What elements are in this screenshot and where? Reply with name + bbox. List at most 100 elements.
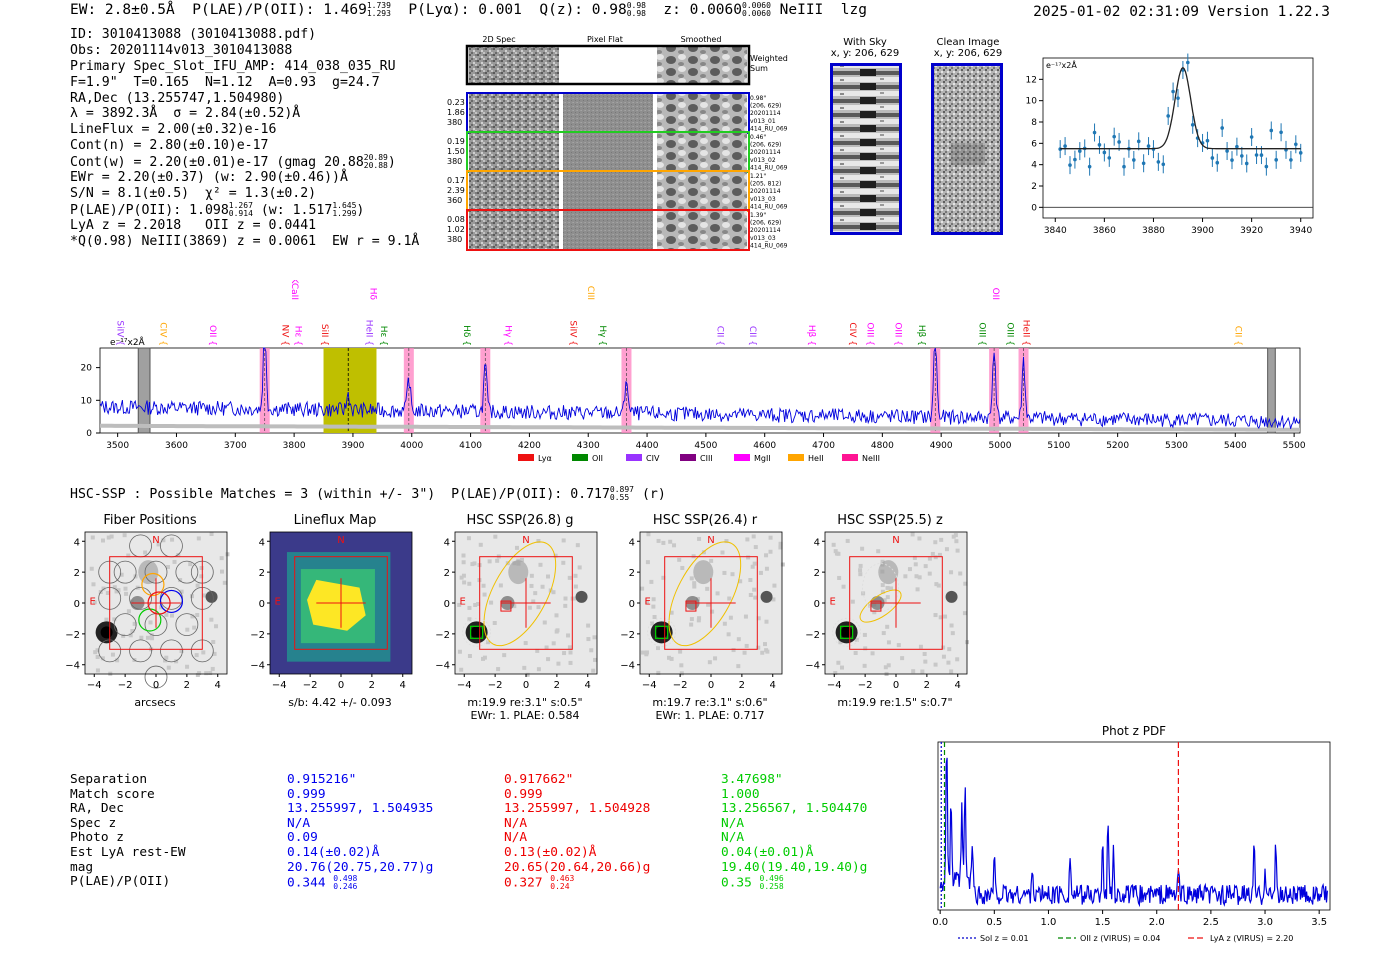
thumbnail-noise: [172, 559, 177, 564]
thumbnail-noise: [90, 535, 95, 540]
clean-image-xy: x, y: 206, 629: [933, 48, 1003, 59]
cutout-right-label: 1.39": [750, 212, 766, 219]
cutout-gap: [559, 133, 563, 171]
info-fwhm: F=1.9" T=0.165 N=1.12 A=0.93 g=24.7: [70, 74, 380, 90]
fiber-circle: [113, 560, 137, 584]
thumbnail-noise: [727, 596, 732, 601]
thumbnail-noise: [199, 574, 204, 579]
thumbnail-noise: [212, 651, 217, 656]
thumbnail-noise: [568, 650, 573, 655]
photz-x-tick-label: 3.5: [1311, 917, 1327, 928]
thumbnail-noise: [923, 659, 928, 664]
spec-x-tick-label: 5400: [1224, 441, 1247, 451]
zoom-y-tick-label: 8: [1031, 118, 1037, 128]
match-lo: 0.55: [609, 493, 630, 502]
thumbnail-caption: m:19.9 re:3.1" s:0.5": [467, 696, 583, 709]
thumbnail-noise: [586, 637, 591, 642]
thumbnail-noise: [467, 605, 472, 610]
thumbnail-noise: [498, 583, 503, 588]
thumbnail-noise: [169, 613, 174, 618]
header-user: lzg: [840, 2, 867, 18]
info-ewr: EWr = 2.20(±0.37) (w: 2.90(±0.46))Å: [70, 170, 348, 186]
zoom-y-tick-label: 12: [1026, 75, 1037, 85]
thumbnail-noise: [593, 657, 598, 662]
thumbnail-noise: [164, 655, 169, 660]
label-radec: RA, Dec: [70, 801, 124, 817]
thumbnail-noise: [563, 596, 568, 601]
thumbnail-noise: [949, 623, 954, 628]
thumb-y-tick-label: 4: [629, 537, 635, 548]
thumbnail-noise: [860, 546, 865, 551]
lineflux-peak: [307, 579, 366, 631]
thumbnail-svg: N E −4 −2 0 2 4 4 2 0 −2 −4: [65, 531, 230, 691]
spec-flux-line: [99, 347, 1301, 430]
thumbnail-noise: [139, 635, 144, 640]
photz-legend-label: OII z (VIRUS) = 0.04: [1080, 934, 1160, 943]
thumbnail-noise: [470, 562, 475, 567]
zoom-data-point: [1146, 144, 1151, 148]
zoom-data-point: [1294, 142, 1298, 147]
thumbnail-caption-2: EWr: 1. PLAE: 0.584: [470, 709, 580, 722]
thumbnail-noise: [744, 643, 749, 648]
header-q-lo: 0.98: [626, 9, 646, 18]
thumbnail-noise: [752, 561, 757, 566]
thumbnail-noise: [199, 566, 204, 571]
zoom-data-point: [1176, 96, 1180, 100]
thumbnail-noise: [561, 538, 566, 543]
match3-plae-hi: 0.496: [759, 874, 784, 884]
zoom-x-tick-label: 3860: [1093, 226, 1116, 235]
cutout-right-label: (206, 629): [750, 142, 781, 149]
spec-emission-label: NV {: [279, 325, 289, 346]
thumbnail-noise: [195, 583, 200, 588]
thumbnail-noise: [525, 672, 530, 677]
thumbnail-noise: [101, 538, 106, 543]
thumbnail-2: Lineflux Map N E −4 −2 0 2 4 4 2 0 −2 −4 s/b: 4.42 +/…: [250, 510, 420, 720]
thumb-y-tick-label: −4: [65, 661, 80, 672]
thumbnail-noise: [950, 631, 955, 636]
thumbnail-noise: [868, 603, 873, 608]
thumbnail-noise: [645, 560, 650, 565]
with-sky-title: With Sky: [843, 37, 887, 48]
cutouts-panel: 2D Spec Pixel Flat Smoothed Weighted Sum…: [445, 30, 805, 260]
cutout-2dspec-image: [469, 94, 559, 132]
thumbnail-noise: [941, 645, 946, 650]
thumbnail-noise: [166, 665, 171, 670]
spec-x-tick-label: 3600: [165, 441, 188, 451]
thumbnail-noise: [840, 665, 845, 670]
header-z: z: 0.0060: [663, 2, 742, 18]
thumbnail-noise: [858, 572, 863, 577]
bright-source-core: [470, 626, 483, 639]
match1-plae-hi: 0.498: [333, 874, 358, 884]
bright-source-core: [655, 626, 668, 639]
thumbnail-noise: [764, 553, 769, 558]
thumb-x-tick-label: −2: [118, 680, 133, 691]
spec-frame: [99, 347, 1301, 434]
thumbnail-noise: [900, 656, 905, 661]
thumbnail-noise: [149, 633, 154, 638]
info-plae: P(LAE)/P(OII): 1.098: [70, 202, 229, 218]
spec-x-tick-label: 4700: [812, 441, 835, 451]
thumbnail-noise: [192, 625, 197, 630]
cutout-left-c: 380: [447, 118, 462, 127]
thumb-y-tick-label: 2: [74, 568, 80, 579]
thumbnail-noise: [656, 670, 661, 675]
cutout-right-label: 20201114: [750, 149, 781, 156]
cutout-left-b: 2.39: [447, 186, 465, 195]
thumbnail-noise: [219, 556, 224, 561]
thumbnail-noise: [124, 591, 129, 596]
match1-ew: 0.14(±0.02)Å: [287, 844, 380, 860]
zoom-data-point: [1073, 157, 1077, 162]
thumbnail-noise: [951, 534, 956, 539]
cutout-left-b: 1.50: [447, 147, 465, 156]
thumb-x-tick-label: −4: [87, 680, 102, 691]
thumbnail-svg: N E −4 −2 0 2 4 4 2 0 −2 −4: [250, 531, 413, 691]
thumbnail-noise: [562, 651, 567, 656]
thumb-y-tick-label: −2: [65, 630, 80, 641]
spec-legend-swatch: [572, 454, 588, 461]
match2-plae-hi: 0.463: [550, 874, 575, 884]
match-box-green: [839, 625, 854, 639]
zoom-data-point: [1289, 158, 1293, 162]
thumbnail-noise: [903, 574, 908, 579]
match-column-1: 0.915216" 0.999 13.255997, 1.504935 N/A …: [287, 772, 433, 890]
clean-image-title: Clean Image: [936, 37, 1000, 48]
